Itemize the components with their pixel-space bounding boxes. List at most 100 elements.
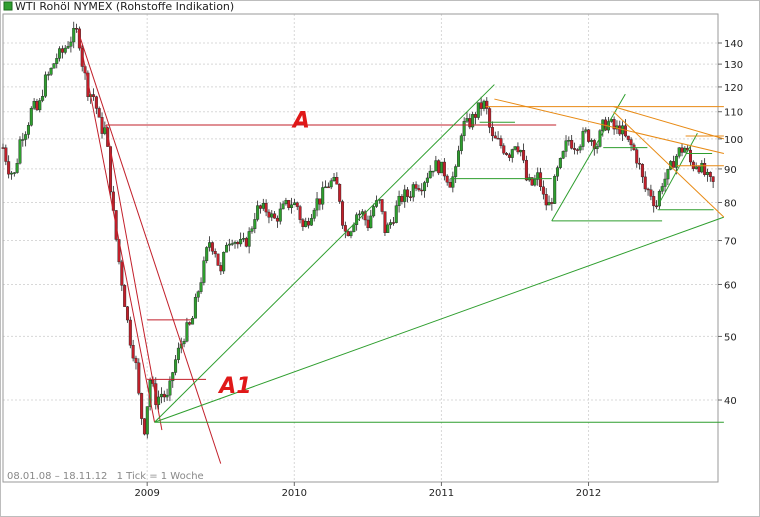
candle-body (273, 213, 277, 219)
candle-body (425, 177, 429, 183)
candle-body (100, 117, 104, 134)
candle-body (539, 172, 543, 188)
candle-body (666, 169, 670, 180)
candle-body (408, 196, 412, 198)
candle-body (92, 94, 96, 97)
candle-body (125, 306, 129, 321)
trend-line (154, 84, 495, 423)
candle-body (326, 186, 330, 189)
candle-body (244, 238, 248, 247)
candle-body (174, 359, 178, 373)
annotation-label: A (291, 109, 310, 134)
candle-body (134, 357, 138, 364)
candle-body (188, 322, 192, 325)
candle-body (176, 347, 180, 360)
candle-body (522, 150, 526, 161)
candle-body (420, 189, 424, 192)
candle-body (219, 265, 223, 272)
annotations: A A1 (217, 109, 310, 399)
candle-body (210, 242, 214, 252)
candle-body (357, 213, 361, 216)
candle-body (391, 222, 395, 224)
candle-body (708, 171, 712, 177)
candle-body (499, 138, 503, 146)
annotation-label: A1 (217, 374, 251, 399)
candle-body (660, 186, 664, 192)
candle-body (128, 319, 132, 346)
candle-body (329, 180, 333, 188)
candle-body (267, 211, 271, 218)
candle-body (473, 114, 477, 118)
candle-body (109, 146, 113, 193)
candle-body (193, 297, 197, 319)
y-tick-label: 70 (724, 237, 737, 248)
candle-body (168, 380, 172, 396)
candle-body (35, 101, 39, 111)
candle-body (94, 96, 98, 109)
candle-body (459, 135, 463, 151)
x-gridlines (146, 14, 590, 482)
candle-body (649, 189, 653, 197)
candle-body (145, 406, 149, 435)
trend-line (77, 30, 222, 464)
candle-body (417, 188, 421, 191)
candle-body (324, 186, 328, 189)
candle-body (120, 261, 124, 286)
y-tick-label: 60 (724, 280, 737, 291)
x-tick-label: 2010 (282, 488, 307, 499)
candle-body (332, 177, 336, 181)
candle-body (558, 158, 562, 168)
candle-body (159, 393, 163, 398)
candle-body (349, 231, 353, 237)
candle-body (434, 160, 438, 172)
candle-body (1, 147, 5, 149)
candle-body (103, 127, 107, 134)
candle-body (635, 149, 639, 164)
candle-body (468, 118, 472, 128)
trend-line (494, 98, 725, 154)
candle-body (49, 67, 53, 75)
candle-body (626, 135, 630, 140)
candle-body (24, 134, 28, 140)
candle-body (544, 194, 548, 206)
candle-body (448, 182, 452, 188)
candle-body (63, 47, 67, 53)
candle-body (383, 211, 387, 233)
candle-body (230, 243, 234, 245)
candle-body (541, 186, 545, 195)
candle-body (683, 147, 687, 153)
candle-body (406, 189, 410, 197)
candle-body (247, 231, 251, 247)
svg-text:08.01.08 – 18.11.12 1 Tick: 08.01.08 – 18.11.12 1 Tick = 1 Woche (7, 471, 204, 482)
candle-body (15, 163, 19, 173)
candle-body (236, 241, 240, 245)
y-axis-ticks: 40 50 60 70 80 90 100 110 120 130 140 (718, 39, 743, 407)
candle-body (442, 161, 446, 177)
y-gridlines (3, 42, 718, 401)
candle-body (502, 145, 506, 154)
candle-body (157, 396, 161, 405)
candle-body (360, 211, 364, 215)
candle-body (697, 166, 701, 173)
candle-body (123, 285, 127, 307)
candle-body (233, 241, 237, 244)
candle-body (106, 127, 110, 147)
candle-body (7, 161, 11, 175)
y-tick-label: 80 (724, 198, 737, 209)
candle-body (564, 140, 568, 152)
candle-body (46, 74, 50, 76)
x-tick-label: 2011 (429, 488, 454, 499)
candle-body (643, 176, 647, 190)
candle-body (578, 146, 582, 151)
trend-line (77, 30, 156, 423)
plot-area (2, 13, 719, 483)
candle-body (307, 221, 311, 226)
candle-body (595, 146, 599, 150)
candle-body (97, 108, 101, 118)
candle-body (369, 215, 373, 229)
candle-body (530, 177, 534, 186)
candle-body (397, 196, 401, 206)
candle-body (638, 162, 642, 165)
candle-body (137, 362, 141, 394)
candle-body (9, 172, 13, 175)
